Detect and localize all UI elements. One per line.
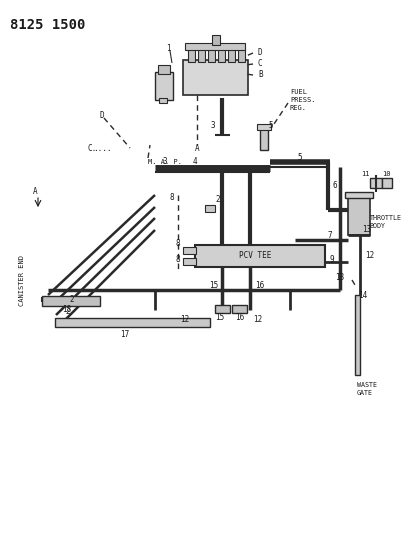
Text: 3: 3 [162,157,167,166]
Text: PRESS.: PRESS. [289,97,315,103]
Text: 18: 18 [62,305,71,314]
Bar [211,35,220,45]
Bar [204,205,214,212]
Text: CANISTER END: CANISTER END [19,254,25,305]
Text: 4: 4 [192,157,197,166]
Bar [195,245,324,267]
Text: 8: 8 [175,239,180,248]
Bar [207,48,214,62]
Text: 1: 1 [165,44,170,52]
Text: 15: 15 [215,313,224,322]
Text: C.: C. [88,143,97,152]
Text: 15: 15 [208,280,218,289]
Text: 11: 11 [360,171,369,177]
Text: C: C [257,59,262,68]
Bar [218,48,225,62]
Bar [159,98,166,103]
Text: M. A. P.: M. A. P. [148,159,182,165]
Bar [184,43,245,50]
Text: WASTE: WASTE [356,382,376,388]
Text: 7: 7 [327,230,332,239]
Bar [214,305,229,313]
Text: ....: .... [93,143,111,152]
Text: D: D [99,110,104,119]
Bar [354,295,359,375]
Text: D: D [257,47,262,56]
Text: PCV TEE: PCV TEE [238,252,270,261]
Bar [347,195,369,235]
Bar [42,296,100,306]
Text: 9: 9 [329,255,334,264]
Bar [381,178,391,188]
Text: BODY: BODY [369,223,385,229]
Bar [231,305,246,313]
Bar [182,60,247,95]
Text: 16: 16 [254,280,264,289]
Text: 8: 8 [169,193,173,203]
Text: 8: 8 [175,255,180,264]
Bar [188,48,195,62]
Text: 10: 10 [381,171,389,177]
Text: 13: 13 [335,273,344,282]
Bar [182,258,196,265]
Bar [369,178,381,188]
Text: 12: 12 [180,316,189,325]
Bar [157,65,170,74]
Text: B: B [257,69,262,78]
Text: 14: 14 [357,290,366,300]
Bar [198,48,204,62]
Text: 5: 5 [267,120,272,130]
Text: 12: 12 [364,251,373,260]
Text: 17: 17 [120,330,129,340]
Bar [256,124,270,130]
Text: FUEL: FUEL [289,89,306,95]
Text: 6: 6 [332,181,337,190]
Text: 2: 2 [70,295,74,304]
Text: GATE: GATE [356,390,372,396]
Text: THROTTLE: THROTTLE [369,215,401,221]
Bar [259,128,267,150]
Bar [344,192,372,198]
Bar [237,48,245,62]
Text: 13: 13 [361,225,370,235]
Bar [155,72,173,100]
Text: 3: 3 [210,120,215,130]
Text: 12: 12 [253,316,262,325]
Text: 8125 1500: 8125 1500 [10,18,85,32]
Text: 2: 2 [215,196,220,205]
Bar [227,48,234,62]
Bar [55,318,209,327]
Text: 5: 5 [297,152,301,161]
Text: A: A [194,143,199,152]
Text: REG.: REG. [289,105,306,111]
Bar [182,247,196,254]
Text: 16: 16 [235,313,244,322]
Text: A: A [33,188,37,197]
Text: 2: 2 [65,308,70,317]
